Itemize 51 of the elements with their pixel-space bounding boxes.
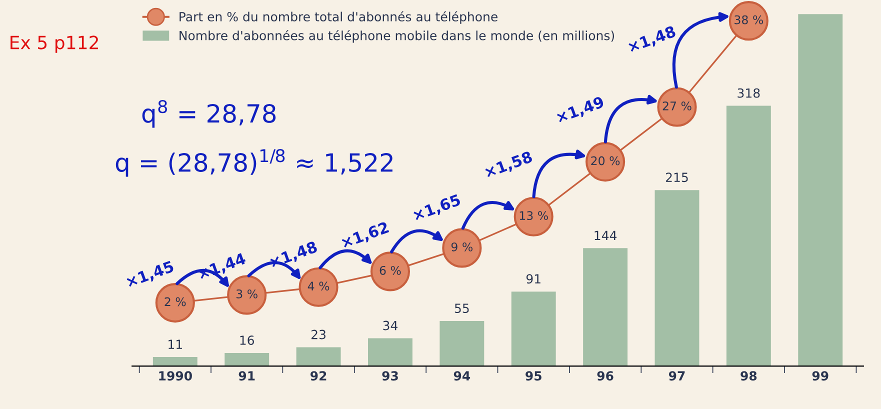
bar — [583, 248, 628, 366]
annotation: ×1,58 — [484, 150, 534, 180]
text: Ex 5 p112 — [10, 36, 98, 53]
x-tick-label: 94 — [454, 371, 470, 381]
bar — [368, 338, 412, 366]
x-tick-label: 1990 — [159, 371, 192, 381]
data-label: 2 % — [164, 297, 186, 306]
bar — [726, 106, 771, 366]
bar — [798, 14, 843, 366]
annotation: q$^{8}$ = 28,78 — [142, 100, 276, 128]
data-label: 23 — [312, 330, 326, 340]
x-tick-label: 91 — [238, 371, 255, 381]
x-tick-label: 99 — [812, 371, 828, 381]
data-label: 34 — [383, 320, 398, 330]
bar — [296, 347, 341, 366]
data-label: 27 % — [662, 101, 692, 110]
legend-label: Nombre d'abonnées au téléphone mobile dans le monde (en millions) — [180, 30, 614, 43]
bar — [511, 292, 556, 366]
annotation: ×1,62 — [340, 221, 390, 250]
x-tick-label: 97 — [668, 371, 685, 381]
bar — [654, 190, 700, 366]
x-tick-label: 93 — [382, 371, 398, 381]
data-label: 16 — [240, 336, 254, 345]
x-tick-label: 95 — [526, 371, 542, 381]
data-label: 11 — [168, 340, 182, 349]
x-tick-label: 92 — [310, 371, 326, 381]
data-label: 38 % — [734, 15, 764, 24]
data-label: 4 % — [308, 282, 330, 291]
annotation: ×1,49 — [556, 96, 606, 125]
data-label: 6 % — [380, 266, 401, 275]
data-label: 9 % — [451, 242, 473, 252]
point — [370, 252, 410, 292]
annotation: ×1,48 — [628, 25, 677, 54]
legend-label: Part en % du nombre total d'abonnés au téléphone — [180, 11, 498, 24]
x-tick-label: 96 — [597, 371, 614, 381]
annotation: q = (28,78)$^{1/8}$ ≈ 1,522 — [116, 149, 392, 177]
data-label: 13 % — [520, 211, 548, 220]
data-label: 318 — [738, 88, 760, 98]
point — [442, 228, 482, 268]
annotation: ×1,45 — [126, 260, 175, 290]
bar — [440, 321, 484, 366]
data-label: 3 % — [236, 289, 258, 298]
data-label: 20 % — [591, 156, 620, 166]
data-label: 144 — [594, 230, 617, 240]
bar — [152, 357, 198, 366]
x-tick-label: 98 — [740, 371, 757, 381]
data-label: 215 — [666, 172, 688, 182]
data-label: 55 — [454, 304, 469, 314]
bar — [224, 352, 270, 366]
data-label: 91 — [526, 274, 540, 284]
point — [298, 267, 338, 307]
